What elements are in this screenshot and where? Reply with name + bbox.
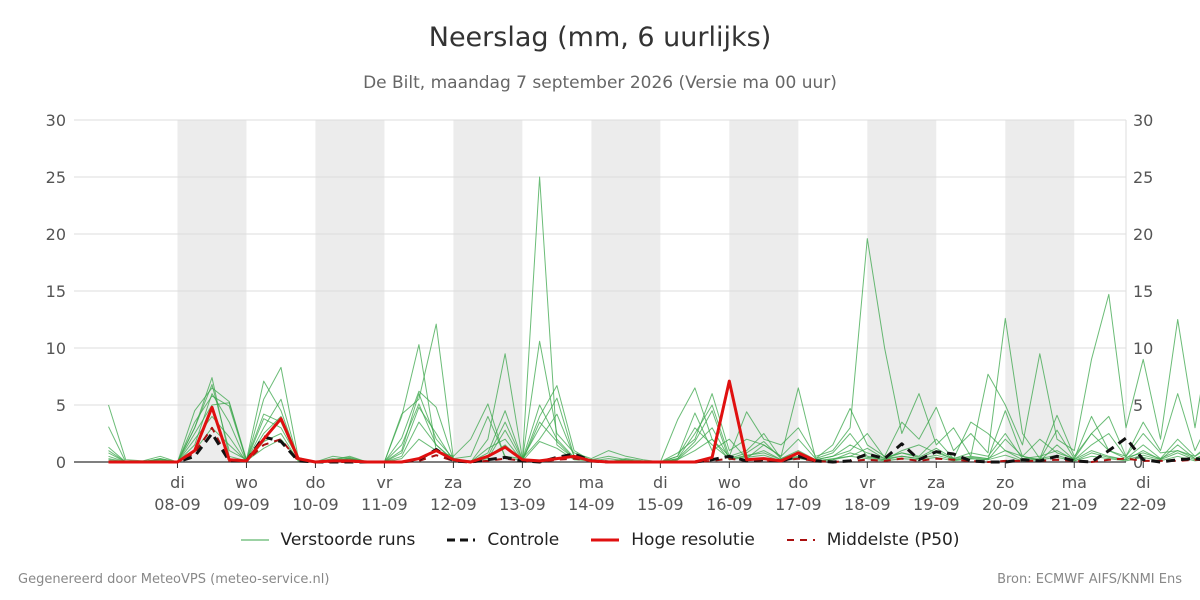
main-series	[108, 379, 1200, 464]
x-tick-date-11-09: 11-09	[361, 495, 408, 514]
x-tick-day-19-09: za	[927, 473, 945, 492]
x-tick-day-20-09: zo	[996, 473, 1014, 492]
x-tick-day-10-09: do	[305, 473, 325, 492]
x-tick-date-10-09: 10-09	[292, 495, 339, 514]
y-tick-right-0: 0	[1133, 453, 1143, 472]
y-tick-left-30: 30	[46, 111, 66, 130]
x-tick-date-16-09: 16-09	[706, 495, 753, 514]
x-tick-day-18-09: vr	[859, 473, 875, 492]
y-tick-right-30: 30	[1133, 111, 1153, 130]
x-tick-day-21-09: ma	[1062, 473, 1087, 492]
x-tick-date-09-09: 09-09	[223, 495, 270, 514]
series-controle	[108, 432, 1200, 464]
x-tick-date-20-09: 20-09	[982, 495, 1029, 514]
x-tick-date-14-09: 14-09	[568, 495, 615, 514]
chart-subtitle: De Bilt, maandag 7 september 2026 (Versi…	[363, 73, 837, 93]
y-tick-right-25: 25	[1133, 168, 1153, 187]
legend-label-ensemble: Verstoorde runs	[280, 530, 416, 550]
y-tick-right-10: 10	[1133, 339, 1153, 358]
x-tick-day-17-09: do	[788, 473, 808, 492]
x-tick-day-12-09: za	[444, 473, 462, 492]
x-tick-day-16-09: wo	[718, 473, 741, 492]
legend-swatch-middelste	[786, 539, 815, 541]
y-axis-right: 0 5 10 15 20 25 30	[1133, 111, 1153, 472]
x-axis: di 08-09 wo 09-09 do 10-09 vr 11-09 za 12-09 zo 13-…	[74, 461, 1167, 514]
x-tick-day-11-09: vr	[376, 473, 392, 492]
grid-lines	[74, 119, 1127, 462]
y-tick-left-15: 15	[46, 282, 66, 301]
x-tick-date-19-09: 19-09	[913, 495, 960, 514]
x-tick-day-15-09: di	[653, 473, 668, 492]
y-axis-left: 0 5 10 15 20 25 30	[46, 111, 66, 472]
legend-item-controle: Controle	[447, 530, 559, 550]
legend-item-hoge-resolutie: Hoge resolutie	[591, 530, 755, 550]
legend: Verstoorde runs Controle Hoge resolutie …	[0, 530, 1200, 550]
y-tick-left-5: 5	[56, 396, 66, 415]
legend-label-hoge-resolutie: Hoge resolutie	[631, 530, 755, 550]
legend-swatch-hoge-resolutie	[591, 538, 620, 542]
series-hoge-resolutie	[108, 379, 817, 464]
x-tick-day-22-09: di	[1136, 473, 1151, 492]
x-tick-day-08-09: di	[170, 473, 185, 492]
footer-source: Bron: ECMWF AIFS/KNMI Ens	[997, 572, 1182, 587]
y-tick-left-25: 25	[46, 168, 66, 187]
y-tick-right-5: 5	[1133, 396, 1143, 415]
x-tick-day-13-09: zo	[513, 473, 531, 492]
chart-title: Neerslag (mm, 6 uurlijks)	[428, 22, 772, 53]
x-tick-date-15-09: 15-09	[637, 495, 684, 514]
footer-generated-by: Gegenereerd door MeteoVPS (meteo-service…	[18, 572, 330, 587]
legend-item-ensemble: Verstoorde runs	[240, 530, 416, 550]
y-tick-left-0: 0	[56, 453, 66, 472]
x-tick-date-17-09: 17-09	[775, 495, 822, 514]
x-tick-date-12-09: 12-09	[430, 495, 477, 514]
x-tick-date-18-09: 18-09	[844, 495, 891, 514]
x-tick-date-22-09: 22-09	[1120, 495, 1167, 514]
x-tick-day-09-09: wo	[235, 473, 258, 492]
x-tick-date-13-09: 13-09	[499, 495, 546, 514]
x-tick-date-08-09: 08-09	[154, 495, 201, 514]
y-tick-right-15: 15	[1133, 282, 1153, 301]
legend-label-middelste: Middelste (P50)	[826, 530, 960, 550]
legend-item-middelste: Middelste (P50)	[786, 530, 960, 550]
y-tick-left-20: 20	[46, 225, 66, 244]
legend-swatch-controle	[447, 538, 476, 542]
legend-label-controle: Controle	[487, 530, 560, 550]
legend-swatch-ensemble	[240, 539, 269, 541]
x-tick-day-14-09: ma	[579, 473, 604, 492]
x-tick-date-21-09: 21-09	[1051, 495, 1098, 514]
y-tick-left-10: 10	[46, 339, 66, 358]
y-tick-right-20: 20	[1133, 225, 1153, 244]
